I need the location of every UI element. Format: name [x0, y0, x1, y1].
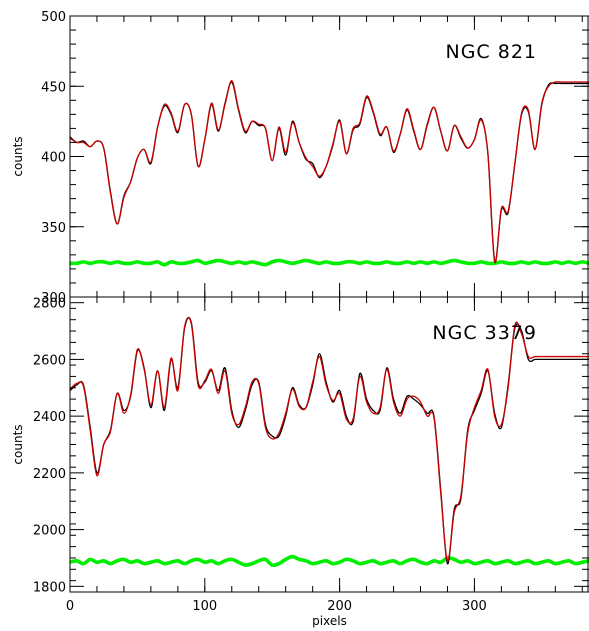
- x-tick-label: 300: [462, 599, 487, 614]
- y-tick-label: 2800: [33, 297, 66, 312]
- y-tick-label: 2600: [33, 353, 66, 368]
- series-line-1-2: [70, 554, 589, 568]
- y-tick-label: 350: [41, 221, 66, 236]
- y-tick-label: 500: [41, 10, 66, 25]
- galaxy-name-label: NGC 821: [445, 41, 537, 63]
- x-tick-label: 0: [66, 599, 74, 614]
- x-axis-label: pixels: [312, 614, 347, 628]
- series-line-0-2: [70, 258, 589, 267]
- y-tick-label: 400: [41, 151, 66, 166]
- y-axis-label: counts: [11, 424, 25, 464]
- series-line-1-1: [70, 316, 589, 562]
- x-tick-label: 100: [192, 599, 217, 614]
- y-tick-label: 2000: [33, 524, 66, 539]
- galaxy-name-label: NGC 3379: [432, 322, 537, 344]
- series-line-0-1: [70, 79, 589, 264]
- x-tick-label: 200: [327, 599, 352, 614]
- y-tick-label: 450: [41, 80, 66, 95]
- y-axis-label: counts: [11, 136, 25, 176]
- y-tick-label: 300: [41, 291, 66, 306]
- y-tick-label: 2400: [33, 410, 66, 425]
- y-tick-label: 1800: [33, 580, 66, 595]
- series-line-0-0: [70, 81, 589, 263]
- y-tick-label: 2200: [33, 467, 66, 482]
